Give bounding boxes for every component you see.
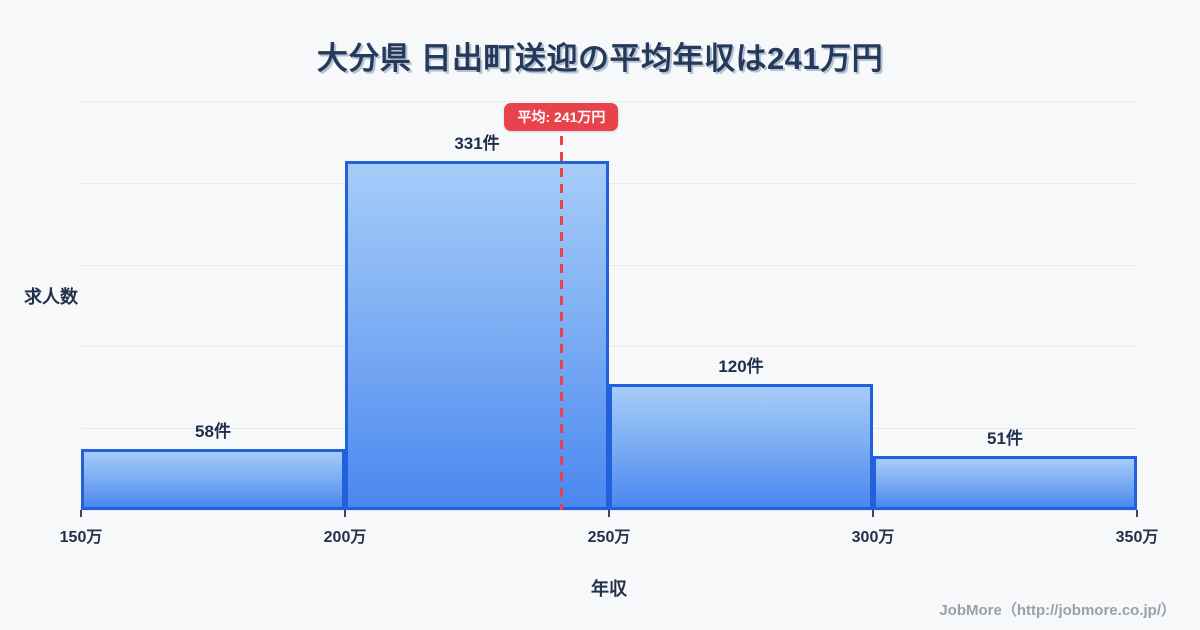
gridline <box>81 264 1137 266</box>
x-tick-label: 250万 <box>587 529 631 546</box>
histogram-bar <box>873 456 1137 510</box>
x-tick-mark <box>608 510 610 517</box>
bar-count-label: 58件 <box>195 421 231 441</box>
gridline <box>81 182 1137 184</box>
average-line <box>559 136 563 510</box>
bar-count-label: 331件 <box>454 134 500 154</box>
y-axis-label: 求人数 <box>24 287 78 307</box>
average-badge: 平均: 241万円 <box>504 103 619 131</box>
chart-title: 大分県 日出町送迎の平均年収は241万円 <box>316 41 884 76</box>
x-tick-mark <box>872 510 874 517</box>
plot-area: 58件 331件 120件 51件 平均: 241万円 150万 200万 250万 300… <box>60 101 1158 546</box>
x-axis-label: 年収 <box>591 579 627 599</box>
x-tick-label: 300万 <box>851 529 895 546</box>
x-tick-label: 350万 <box>1115 529 1159 546</box>
bar-count-label: 51件 <box>987 429 1023 449</box>
average-badge-label: 平均: 241万円 <box>517 109 606 125</box>
x-tick-mark <box>80 510 82 517</box>
x-tick-mark <box>344 510 346 517</box>
gridline <box>81 101 1137 102</box>
histogram-bar <box>609 383 873 510</box>
x-tick-mark <box>1136 510 1138 517</box>
x-tick-label: 200万 <box>323 529 367 546</box>
histogram-bar <box>345 161 609 510</box>
gridline <box>81 346 1137 348</box>
x-tick-label: 150万 <box>59 529 103 546</box>
histogram-bar <box>81 448 345 510</box>
bar-count-label: 120件 <box>718 356 764 376</box>
credit-text: JobMore（http://jobmore.co.jp/） <box>939 602 1176 619</box>
